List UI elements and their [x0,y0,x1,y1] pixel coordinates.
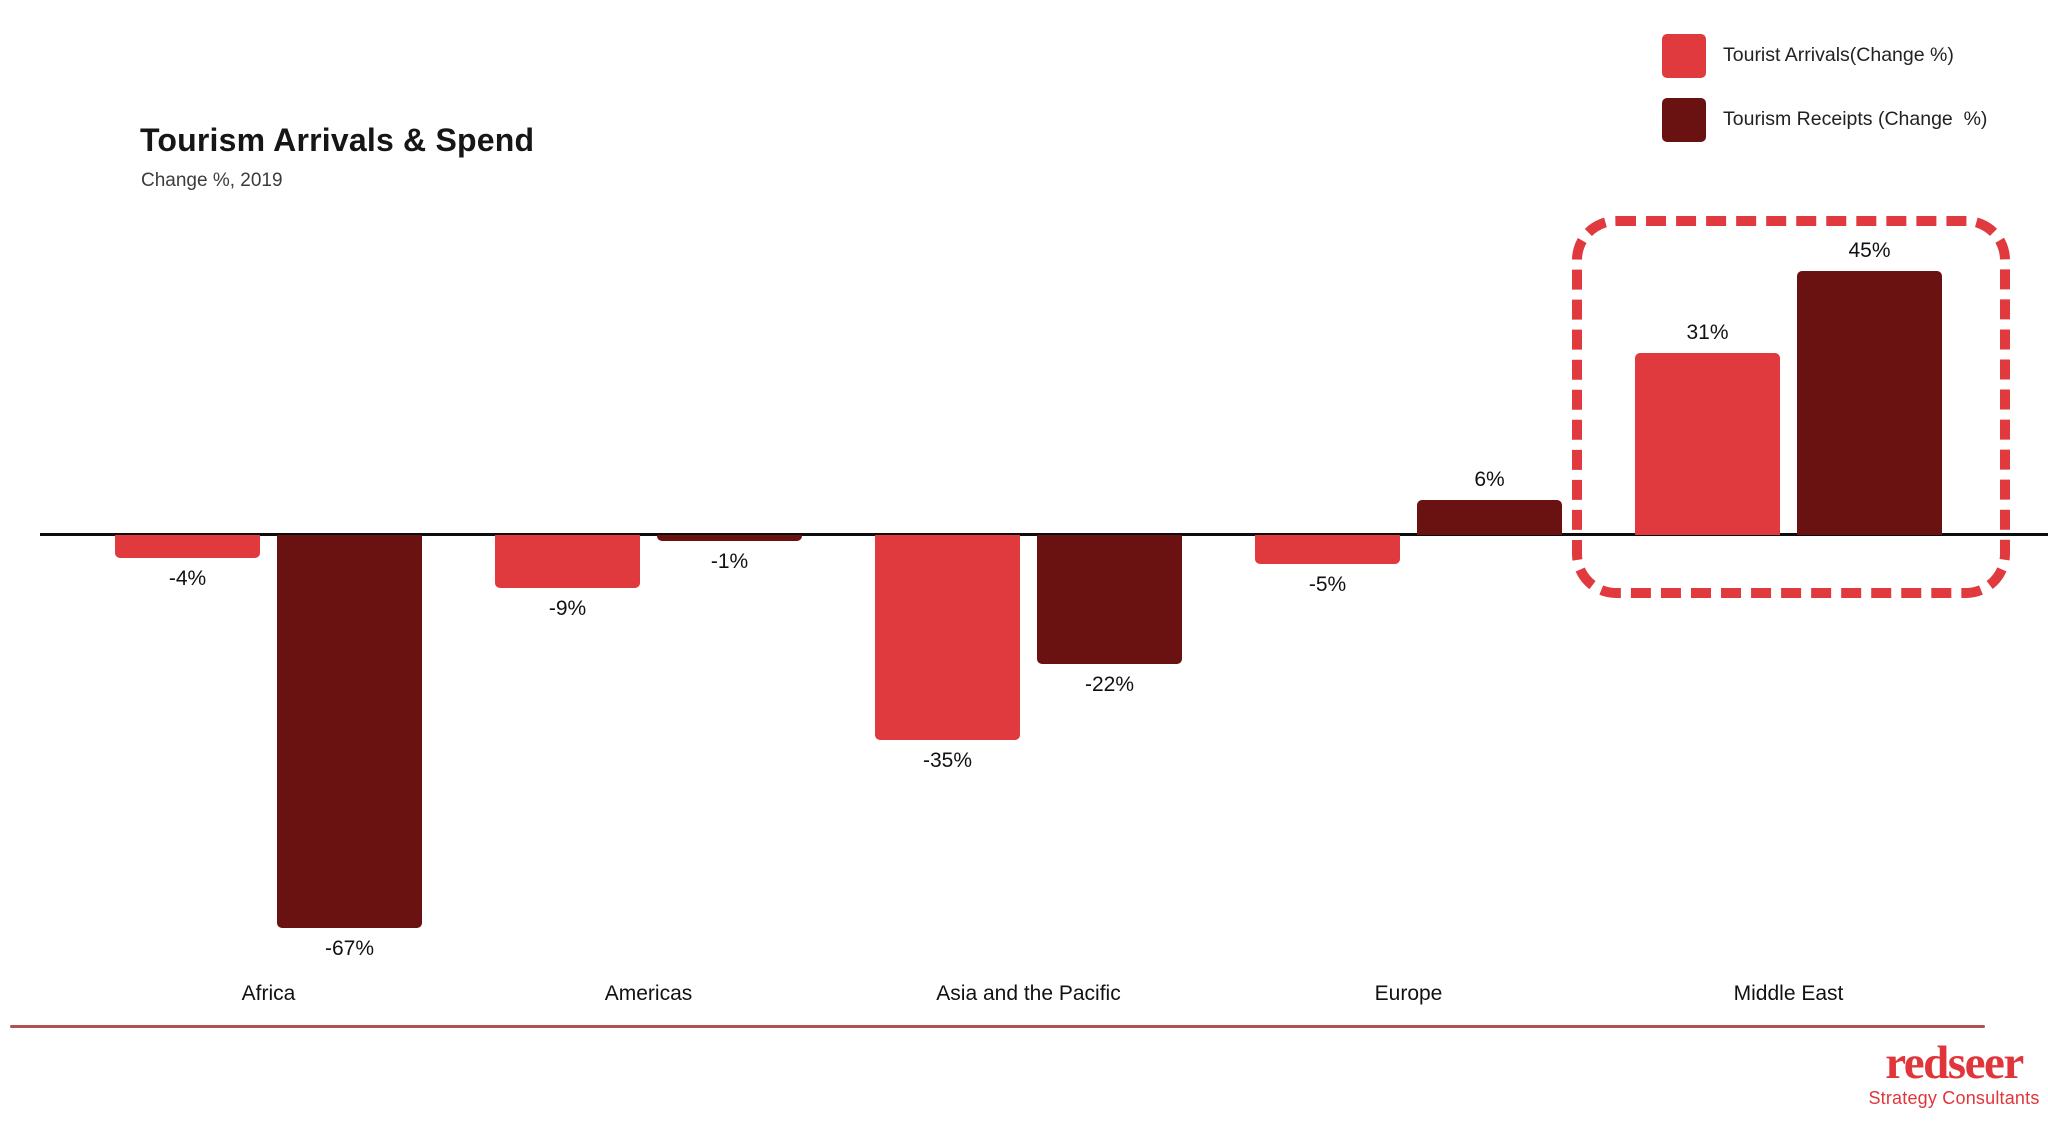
redseer-logo: redseer Strategy Consultants [1868,1040,2040,1109]
arrivals-swatch-icon [1662,33,1706,78]
bar-middle-east-receipts [1797,271,1942,535]
category-label-asia-and-the-pacific: Asia and the Pacific [936,982,1121,1005]
legend-label-arrivals: Tourist Arrivals(Change %) [1723,44,1954,66]
value-label-asia-and-the-pacific-receipts: -22% [1084,673,1135,696]
value-label-americas-arrivals: -9% [548,597,587,620]
footer-divider-line [10,1025,1985,1028]
legend-label-receipts: Tourism Receipts (Change %) [1723,108,1988,130]
value-label-europe-receipts: 6% [1474,468,1505,491]
bar-asia-and-the-pacific-arrivals [875,535,1020,740]
bar-africa-arrivals [115,535,260,558]
value-label-africa-arrivals: -4% [168,567,207,590]
value-label-europe-arrivals: -5% [1308,573,1347,596]
page-title: Tourism Arrivals & Spend [140,122,535,158]
value-label-middle-east-receipts: 45% [1848,239,1891,262]
logo-tagline: Strategy Consultants [1868,1088,2040,1108]
page-subtitle: Change %, 2019 [141,170,283,191]
legend-item-arrivals: Tourist Arrivals(Change %) [1662,33,1987,78]
bar-europe-receipts [1417,500,1562,535]
bar-americas-arrivals [495,535,640,588]
legend-item-receipts: Tourism Receipts (Change %) [1662,97,1987,142]
category-label-americas: Americas [604,982,693,1005]
category-label-europe: Europe [1374,982,1443,1005]
value-label-americas-receipts: -1% [710,550,749,573]
category-label-middle-east: Middle East [1733,982,1844,1005]
value-label-africa-receipts: -67% [324,937,375,960]
bar-middle-east-arrivals [1635,353,1780,535]
bar-americas-receipts [657,535,802,541]
category-label-africa: Africa [241,982,296,1005]
logo-wordmark: redseer [1885,1037,2024,1089]
bar-asia-and-the-pacific-receipts [1037,535,1182,664]
legend: Tourist Arrivals(Change %) Tourism Recei… [1662,33,1987,142]
value-label-asia-and-the-pacific-arrivals: -35% [922,749,973,772]
bar-africa-receipts [277,535,422,928]
middle-east-highlight-box [1572,216,2010,598]
value-label-middle-east-arrivals: 31% [1686,321,1729,344]
receipts-swatch-icon [1662,97,1706,142]
bar-europe-arrivals [1255,535,1400,564]
zero-axis-line [40,533,2048,536]
